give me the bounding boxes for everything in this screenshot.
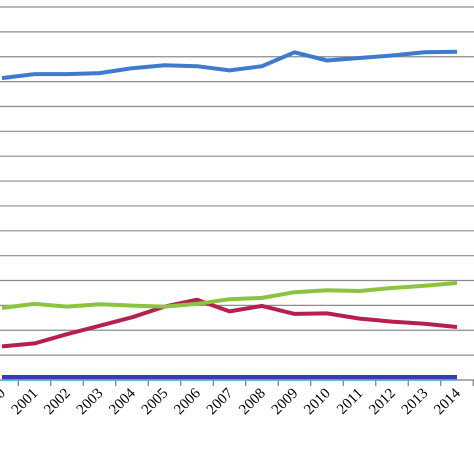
x-tick-label: 2005	[139, 386, 172, 419]
x-tick-label: 2002	[41, 386, 74, 419]
x-tick-label: 2014	[431, 385, 464, 418]
x-tick-label: 2007	[204, 385, 237, 418]
x-tick-label: 2006	[171, 385, 204, 418]
x-tick-label: 2013	[399, 386, 432, 419]
x-tick-label: 2011	[334, 386, 366, 418]
x-tick-label: 2012	[366, 386, 399, 419]
x-tick-label: 2000	[0, 386, 9, 419]
x-axis-tick-labels: 2000 2001 2002 2003 2004 2005 2006 2007 2008 2009…	[0, 385, 464, 418]
series-lines	[1, 49, 458, 381]
x-tick-label: 2004	[106, 385, 139, 418]
series-line	[1, 281, 458, 310]
x-tick-label: 2009	[269, 386, 302, 419]
series-line	[1, 297, 458, 349]
x-tick-label: 2008	[236, 386, 269, 419]
x-axis-ticks	[17, 380, 474, 386]
x-tick-label: 2001	[9, 386, 42, 419]
x-tick-label: 2003	[74, 386, 107, 419]
gridlines	[0, 6, 474, 356]
series-line	[1, 49, 458, 81]
x-tick-label: 2010	[301, 386, 334, 419]
